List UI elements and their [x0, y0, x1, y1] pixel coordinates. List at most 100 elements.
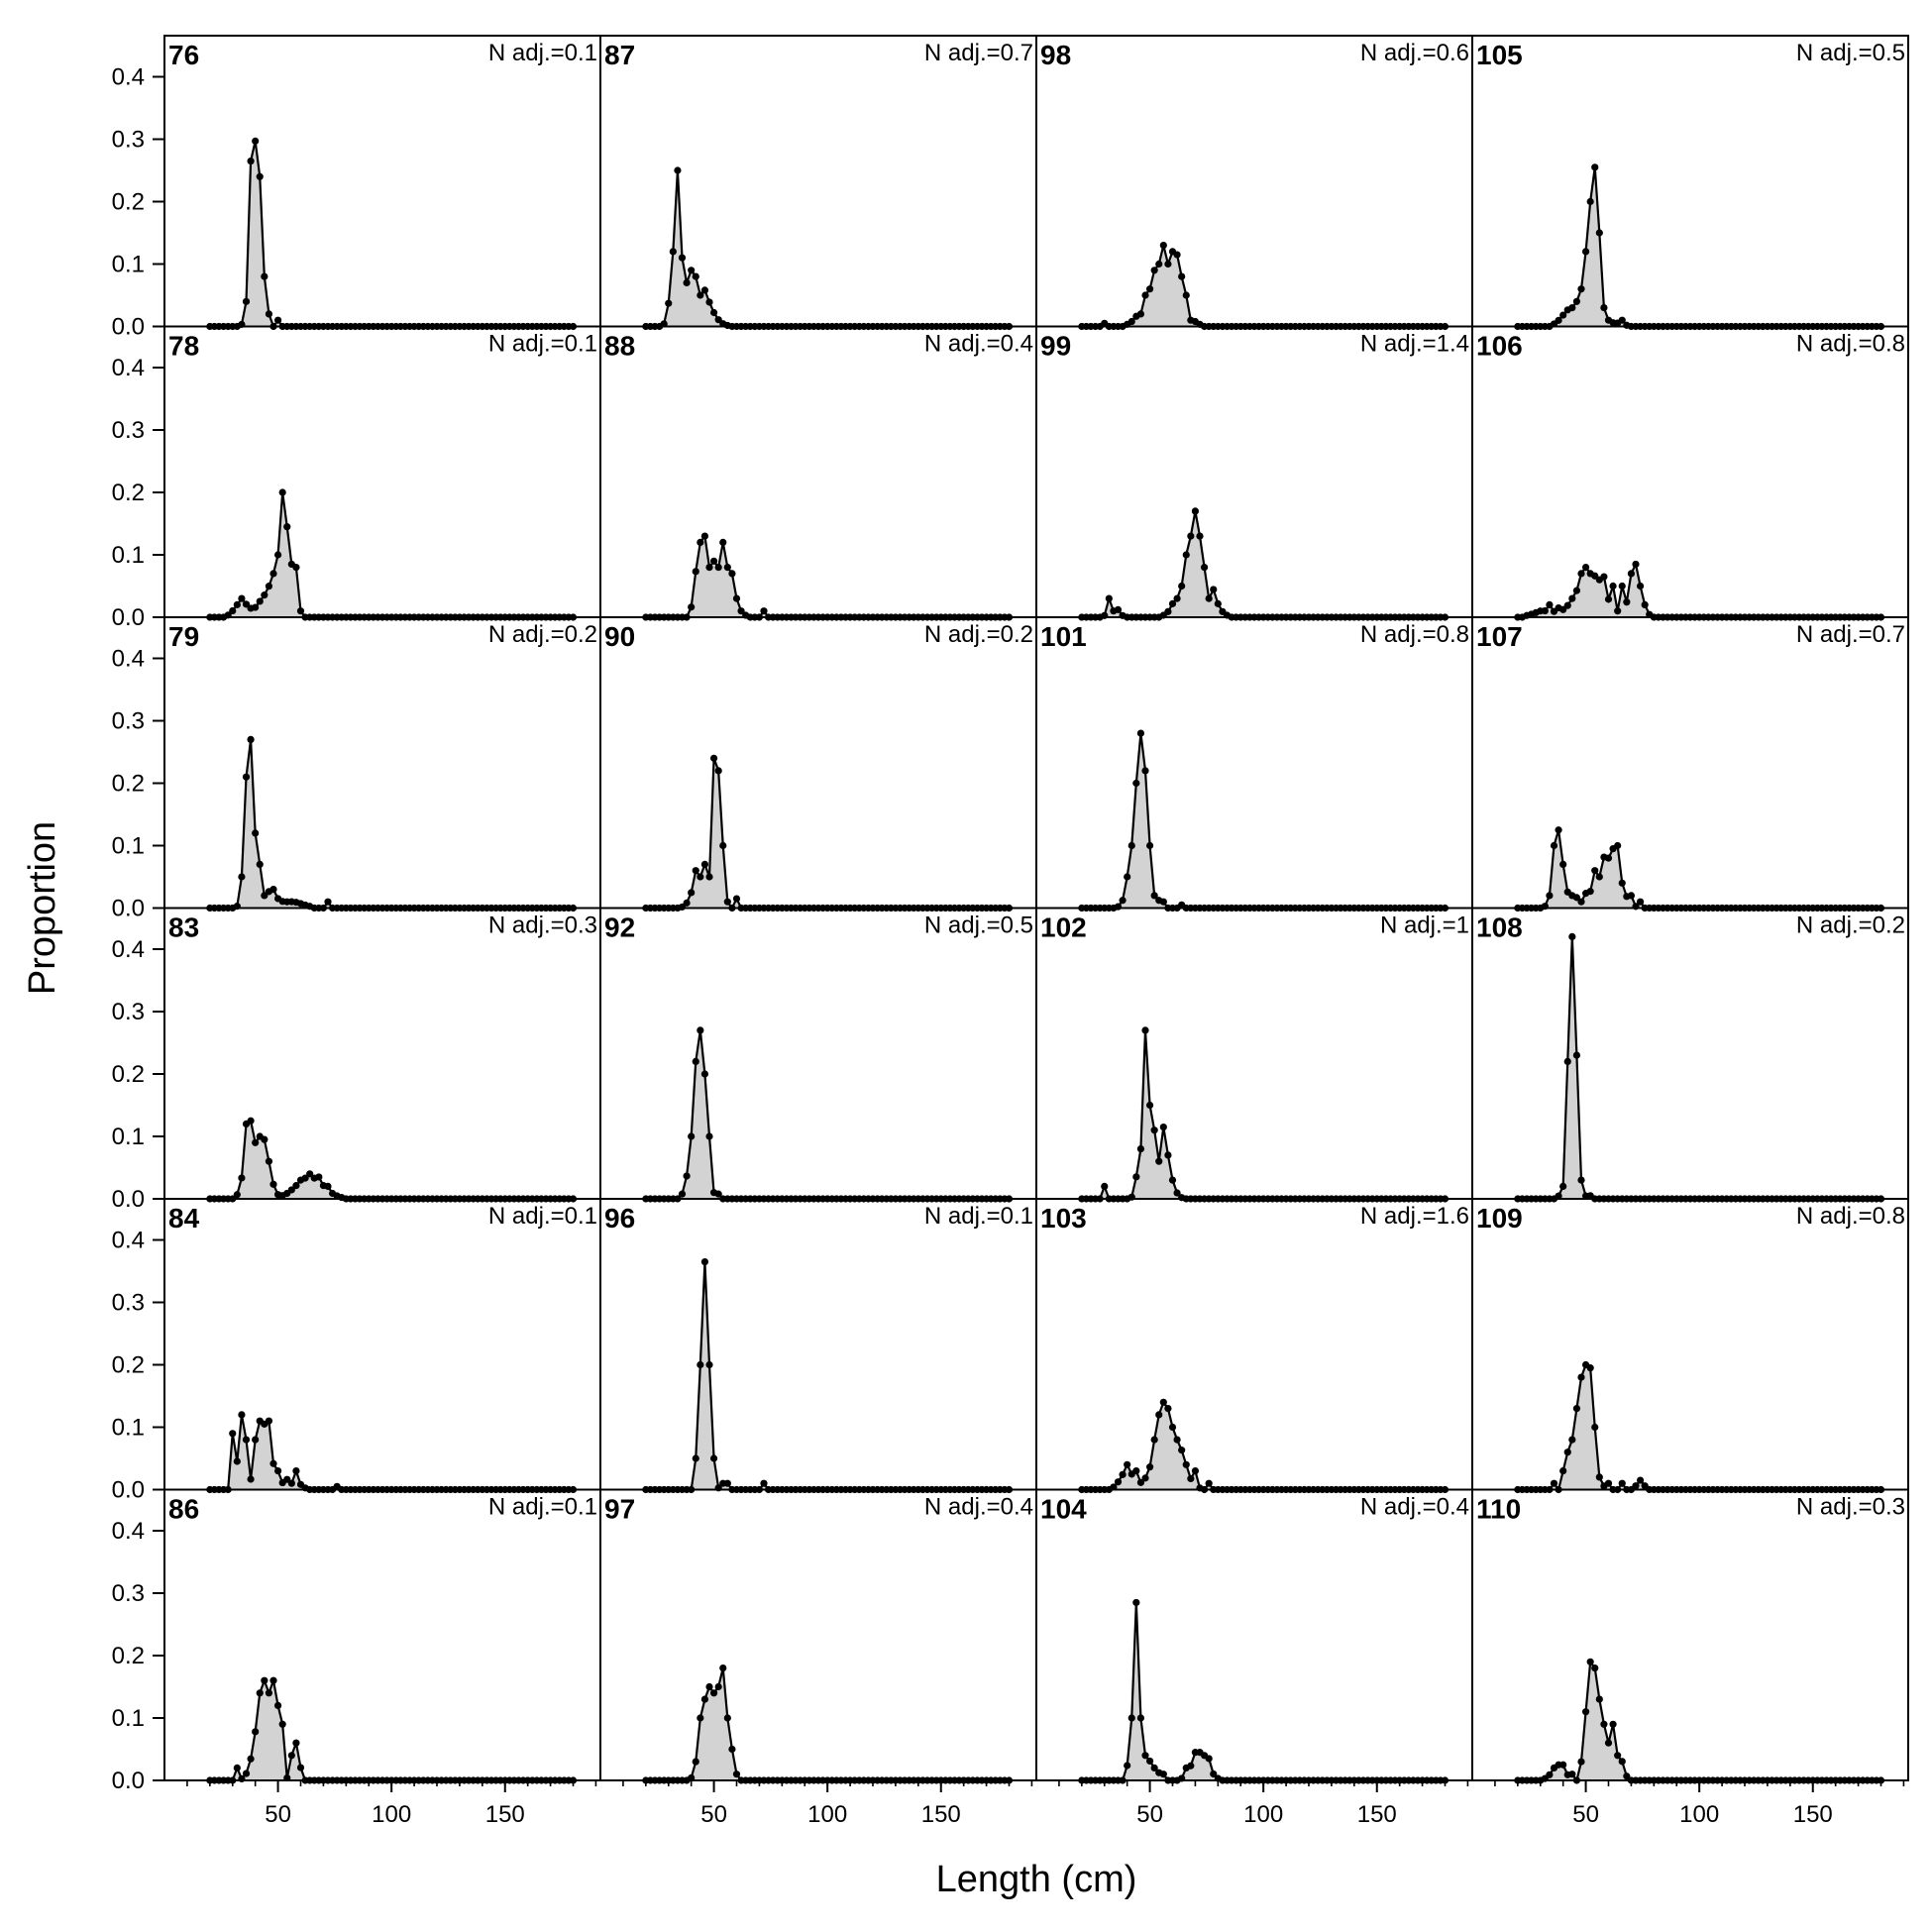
data-point: [261, 1676, 268, 1684]
data-point: [256, 172, 264, 180]
panel-border: [599, 325, 1037, 618]
data-point: [1586, 888, 1594, 896]
panel-105: 105 N adj.=0.5: [1471, 35, 1909, 331]
data-point: [1159, 242, 1167, 250]
data-point: [1604, 854, 1613, 862]
distribution-area: [1517, 829, 1881, 909]
data-point: [1124, 1762, 1131, 1770]
y-tick-label: 0.0: [112, 1186, 145, 1213]
data-point: [1155, 260, 1163, 268]
y-tick-label: 0.1: [112, 833, 145, 860]
data-point: [292, 1182, 300, 1190]
data-point: [1572, 587, 1581, 594]
data-point: [292, 1467, 300, 1475]
data-point: [233, 1191, 241, 1199]
data-point: [1182, 291, 1190, 299]
data-point: [719, 538, 727, 547]
data-point: [688, 1132, 696, 1140]
n-adj-label: N adj.=0.4: [1360, 1494, 1469, 1521]
data-point: [1101, 1182, 1109, 1190]
data-point: [683, 1172, 691, 1180]
distribution-area: [645, 1667, 1010, 1780]
panel-border: [1035, 616, 1473, 910]
panel-border: [1035, 907, 1473, 1200]
data-point: [247, 1755, 255, 1763]
data-point: [238, 1174, 246, 1182]
distribution-area: [209, 1414, 574, 1490]
data-point: [1155, 1411, 1163, 1419]
panels-layer: 76 N adj.=0.1 78 N adj.=0.1 79 N adj.=0.2 83 N …: [163, 35, 1909, 1784]
data-point: [714, 564, 722, 572]
panel-border: [599, 35, 1037, 328]
n-adj-label: N adj.=0.3: [488, 912, 597, 939]
data-point: [723, 564, 731, 572]
data-point: [242, 600, 251, 608]
panel-id-label: 102: [1040, 912, 1087, 943]
data-point: [1124, 1460, 1131, 1468]
data-point: [1577, 1758, 1585, 1766]
data-point: [261, 1135, 268, 1143]
y-tick-label: 0.0: [112, 604, 145, 631]
axes-layer: 0.0 0.1 0.2 0.3 0.4 0.0 0.1 0.2 0.3 0.4 0.0 0.1 0.2 0…: [112, 64, 1905, 1828]
n-adj-label: N adj.=0.1: [488, 1203, 597, 1230]
panel-id-label: 104: [1040, 1494, 1087, 1525]
data-point: [1114, 605, 1123, 613]
data-point: [1559, 1182, 1567, 1190]
data-point: [1577, 898, 1585, 906]
x-tick-label: 50: [700, 1801, 727, 1828]
data-point: [1627, 892, 1636, 900]
data-point: [688, 889, 696, 897]
panel-108: 108 N adj.=0.2: [1471, 907, 1909, 1203]
panel-87: 87 N adj.=0.7: [599, 35, 1037, 331]
data-point: [1572, 1051, 1581, 1059]
data-point: [688, 603, 696, 611]
data-point: [229, 606, 237, 615]
x-tick-label: 100: [807, 1801, 847, 1828]
data-point: [1559, 311, 1567, 319]
panel-border: [599, 1488, 1037, 1781]
data-point: [1568, 932, 1576, 941]
data-point: [1178, 1447, 1186, 1454]
data-point: [1214, 599, 1222, 607]
data-point: [296, 607, 305, 615]
n-adj-label: N adj.=0.7: [1796, 621, 1905, 648]
data-point: [1577, 1176, 1585, 1184]
data-point: [1572, 297, 1581, 305]
data-point: [1141, 767, 1149, 775]
panel-88: 88 N adj.=0.4: [599, 325, 1037, 621]
y-tick-label: 0.1: [112, 1415, 145, 1442]
data-point: [1577, 285, 1585, 293]
data-point: [692, 1057, 699, 1065]
data-point: [1546, 1771, 1554, 1778]
panel-97: 97 N adj.=0.4: [599, 1488, 1037, 1784]
data-point: [1563, 601, 1571, 609]
data-point: [665, 299, 673, 307]
x-tick-label: 150: [921, 1801, 961, 1828]
data-point: [1618, 879, 1626, 887]
n-adj-label: N adj.=0.8: [1796, 1203, 1905, 1230]
data-point: [306, 1170, 314, 1178]
panel-id-label: 110: [1476, 1494, 1521, 1525]
y-tick-label: 0.4: [112, 64, 145, 91]
data-point: [705, 1132, 713, 1140]
data-point: [692, 1454, 699, 1462]
distribution-line: [209, 739, 574, 910]
data-point: [723, 898, 731, 906]
data-point: [714, 1682, 722, 1691]
data-point: [692, 867, 699, 875]
data-point: [265, 583, 273, 590]
distribution-area: [645, 1029, 1010, 1199]
n-adj-label: N adj.=0.2: [1796, 912, 1905, 939]
data-point: [324, 898, 332, 906]
y-tick-label: 0.3: [112, 708, 145, 735]
data-point: [705, 298, 713, 306]
data-point: [1618, 582, 1626, 590]
data-point: [683, 899, 691, 907]
data-point: [1586, 197, 1594, 206]
panel-106: 106 N adj.=0.8: [1471, 325, 1909, 621]
panel-90: 90 N adj.=0.2: [599, 616, 1037, 912]
data-point: [728, 570, 736, 578]
panel-border: [163, 907, 601, 1200]
data-point: [1145, 1463, 1154, 1471]
